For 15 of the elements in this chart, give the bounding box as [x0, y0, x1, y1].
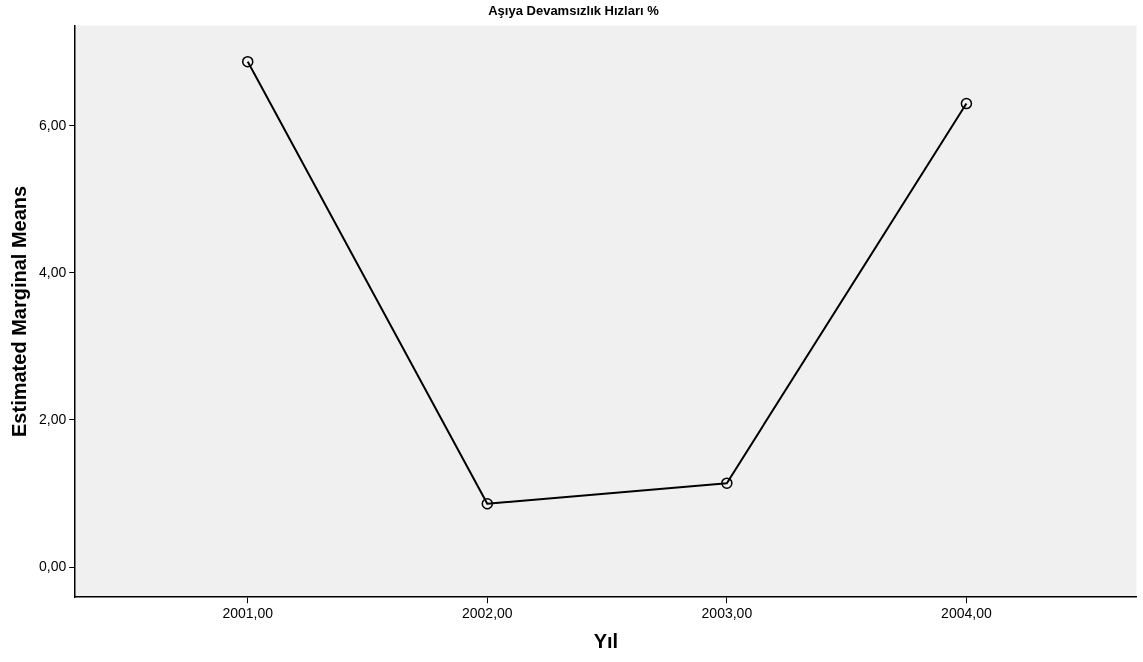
x-tick-label: 2004,00: [941, 605, 992, 622]
x-tick-label: 2003,00: [701, 605, 753, 622]
point: [241, 55, 254, 68]
y-axis-title: Estimated Marginal Means: [7, 185, 30, 437]
point: [960, 97, 973, 110]
x-tick-label: 2002,00: [461, 605, 513, 622]
x-tick-label: 2001,00: [222, 605, 274, 622]
y-tick-label: 0,00: [39, 557, 67, 574]
point: [721, 477, 733, 489]
y-tick-label: 2,00: [39, 410, 67, 427]
y-tick-label: 4,00: [39, 263, 67, 280]
point: [481, 498, 494, 510]
y-tick-label: 6,00: [39, 116, 67, 133]
chart-title: Aşıya Devamsızlık Hızları %: [488, 3, 660, 19]
x-axis-title: Yıl: [593, 629, 619, 652]
